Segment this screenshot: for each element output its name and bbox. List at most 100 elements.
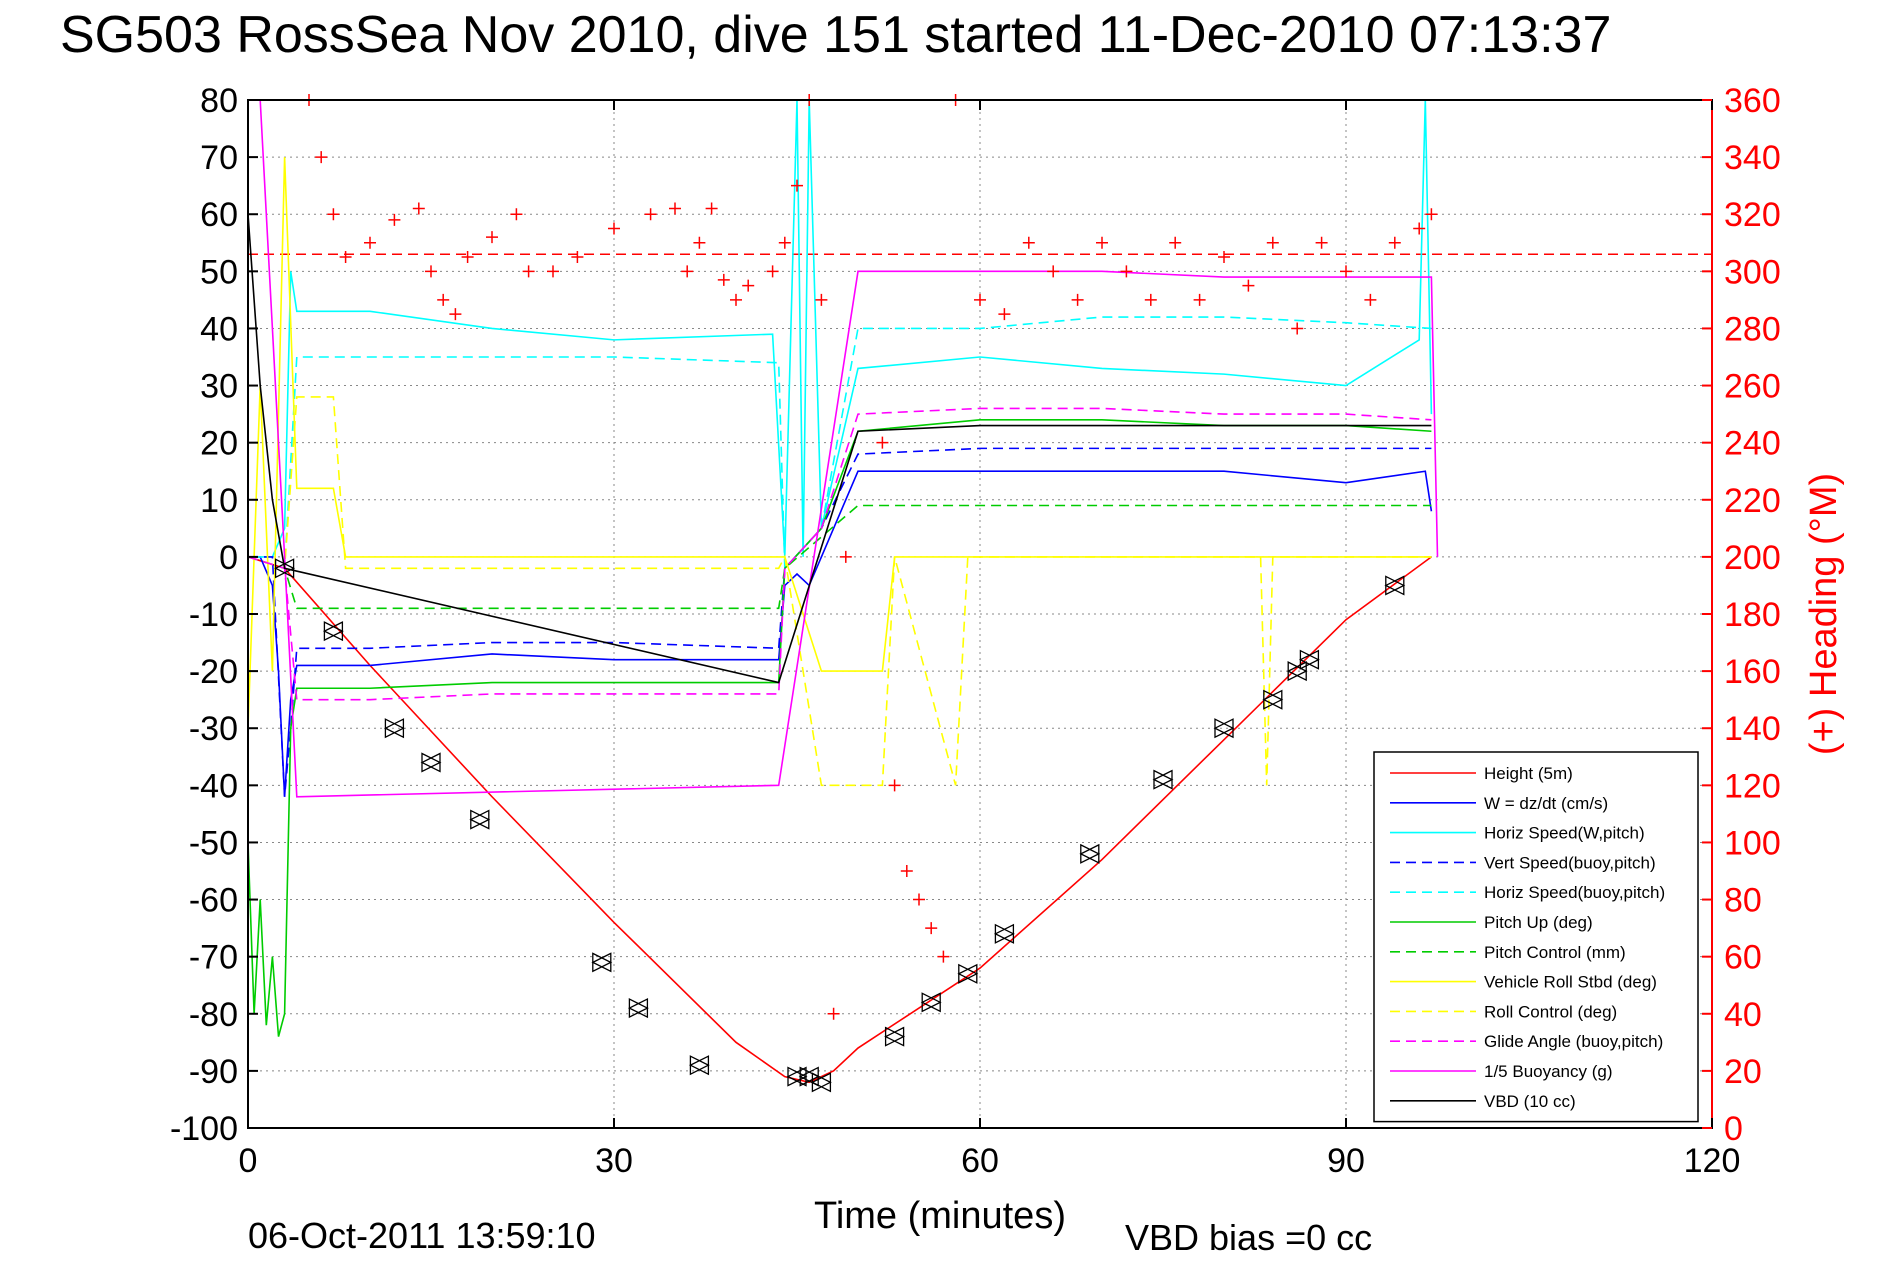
legend-entry: 1/5 Buoyancy (g) [1484, 1062, 1613, 1081]
triangle-marker-back [1384, 575, 1405, 596]
heading-marker [827, 1007, 840, 1020]
heading-marker [412, 202, 425, 215]
heading-marker [388, 213, 401, 226]
y-tick-label: -30 [189, 710, 238, 748]
y-right-tick-label: 340 [1724, 139, 1781, 177]
legend-entry: Vert Speed(buoy,pitch) [1484, 853, 1656, 872]
footer-vbd-bias: VBD bias =0 cc [1125, 1217, 1372, 1258]
y-tick-label: -50 [189, 824, 238, 862]
heading-marker [449, 308, 462, 321]
y-tick-label: -20 [189, 653, 238, 691]
y-tick-label: -100 [170, 1110, 238, 1148]
triangle-marker-back [1079, 843, 1100, 864]
heading-marker [742, 279, 755, 292]
y-right-tick-label: 100 [1724, 824, 1781, 862]
triangle-marker-back [1262, 689, 1283, 710]
y-tick-label: -40 [189, 767, 238, 805]
y-right-tick-label: 80 [1724, 882, 1762, 920]
heading-marker [339, 251, 352, 264]
heading-marker [900, 865, 913, 877]
series-line-glide-angle-buoy-pitch [247, 407, 1432, 701]
heading-marker [998, 308, 1011, 321]
heading-marker [608, 222, 620, 235]
legend-entry: Glide Angle (buoy,pitch) [1484, 1032, 1663, 1051]
heading-marker [1413, 222, 1426, 235]
series-line-horiz-speed-w-pitch [248, 99, 1433, 558]
legend-entry: W = dz/dt (cm/s) [1484, 794, 1608, 813]
footer-timestamp: 06-Oct-2011 13:59:10 [248, 1215, 596, 1256]
y-right-tick-label: 260 [1724, 368, 1781, 406]
heading-marker [1315, 236, 1328, 249]
legend-entry: Vehicle Roll Stbd (deg) [1484, 973, 1657, 992]
y-tick-label: -90 [189, 1053, 238, 1091]
heading-marker [839, 550, 852, 563]
heading-marker [974, 293, 986, 306]
heading-marker [1096, 236, 1108, 249]
triangle-marker-back [786, 1066, 807, 1087]
x-tick-label: 30 [595, 1142, 633, 1180]
y-tick-label: 10 [200, 482, 238, 520]
heading-marker [1169, 236, 1182, 249]
heading-marker [717, 273, 730, 286]
heading-marker [1364, 293, 1377, 306]
legend-box [1373, 751, 1699, 1123]
x-tick-label: 90 [1327, 1142, 1365, 1180]
heading-marker [669, 202, 681, 215]
y-right-tick-label: 320 [1724, 196, 1781, 234]
triangle-marker-back [274, 558, 295, 579]
heading-marker [705, 202, 718, 215]
heading-marker [644, 208, 657, 221]
legend-entry: Horiz Speed(buoy,pitch) [1484, 883, 1665, 902]
series-line-vbd-10-cc [247, 214, 1432, 684]
heading-marker [1291, 322, 1304, 335]
legend-entry: Pitch Up (deg) [1484, 913, 1593, 932]
heading-marker [1340, 265, 1352, 278]
x-tick-label: 120 [1684, 1142, 1741, 1180]
y-tick-label: 70 [200, 139, 238, 177]
legend-entry: Pitch Control (mm) [1484, 943, 1626, 962]
heading-marker [1425, 208, 1438, 221]
heading-marker [778, 236, 791, 249]
heading-marker [693, 236, 706, 249]
y-tick-label: 60 [200, 196, 238, 234]
x-axis-label: Time (minutes) [814, 1195, 1066, 1237]
y-right-tick-label: 220 [1724, 482, 1781, 520]
heading-marker [1193, 293, 1206, 306]
triangle-marker-back [383, 718, 405, 739]
heading-marker [547, 265, 559, 278]
y-right-tick-label: 300 [1724, 253, 1781, 291]
heading-marker [681, 265, 694, 278]
heading-marker [364, 236, 376, 249]
y-tick-label: 20 [200, 425, 238, 463]
legend: Height (5m) W = dz/dt (cm/s) Horiz Speed(W… [1373, 751, 1699, 1123]
plot-area [247, 94, 1713, 1129]
y-right-tick-label: 140 [1724, 710, 1781, 748]
triangle-marker-back [469, 809, 490, 830]
legend-entry: Height (5m) [1484, 764, 1573, 783]
heading-marker [425, 265, 437, 278]
y-right-tick-label: 240 [1724, 425, 1781, 463]
heading-marker [461, 251, 474, 264]
chart-title: SG503 RossSea Nov 2010, dive 151 started… [60, 6, 1611, 64]
triangle-marker-back [591, 952, 612, 973]
heading-marker [730, 293, 742, 306]
y-tick-label: -60 [189, 882, 238, 920]
y-tick-label: -10 [189, 596, 238, 634]
triangle-marker-back [420, 752, 441, 773]
series-layer [247, 94, 1712, 1093]
series-line-vehicle-roll-stbd-deg [247, 157, 1432, 729]
heading-marker [1144, 293, 1157, 306]
heading-marker [937, 950, 950, 963]
triangle-marker-back [627, 998, 649, 1019]
y-right-tick-label: 360 [1724, 82, 1781, 120]
x-tick-label: 0 [239, 1142, 258, 1180]
y-tick-label: -70 [189, 939, 238, 977]
heading-marker [1242, 279, 1255, 292]
y-right-tick-label: 200 [1724, 539, 1781, 577]
heading-marker [888, 779, 901, 792]
legend-entry: Horiz Speed(W,pitch) [1484, 824, 1645, 843]
heading-marker [1388, 236, 1401, 249]
y-tick-labels: 80 70 60 50 40 30 20 10 0 -10 -20 -30 -40 -50 -60 -70 -8… [170, 82, 258, 1148]
x-tick-labels: 0 30 60 90 120 [239, 100, 1741, 1180]
y-right-tick-label: 40 [1724, 996, 1762, 1034]
